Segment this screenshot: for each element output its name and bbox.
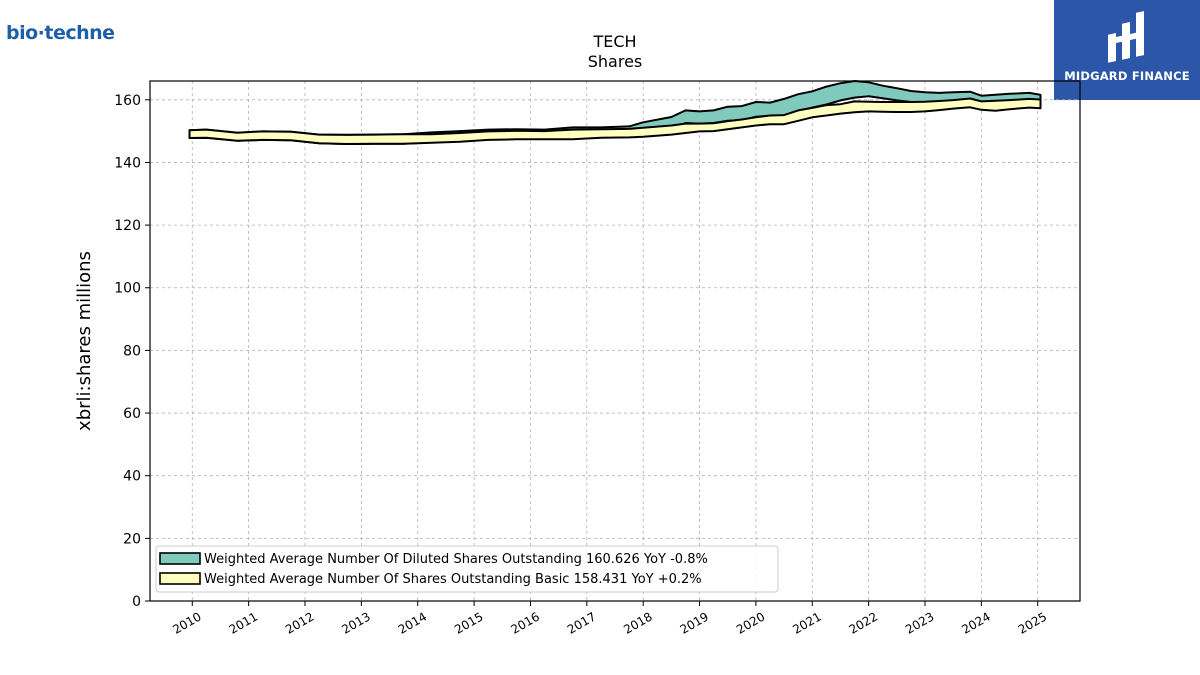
x-tick-label: 2010 <box>170 609 203 636</box>
legend-swatch-1 <box>159 552 201 565</box>
legend-swatch-2 <box>159 572 201 585</box>
y-tick-label: 120 <box>114 218 141 234</box>
y-tick-label: 60 <box>123 406 141 422</box>
y-tick-label: 20 <box>123 531 141 547</box>
x-tick-label: 2024 <box>959 609 992 636</box>
midgard-finance-mark-icon <box>1108 11 1144 63</box>
series-layer <box>188 80 1042 145</box>
x-tick-label: 2018 <box>621 609 654 636</box>
y-tick-label: 40 <box>123 469 141 485</box>
y-tick-label: 100 <box>114 281 141 297</box>
x-tick-label: 2016 <box>509 609 542 636</box>
legend-box <box>155 545 779 593</box>
x-tick-label: 2012 <box>283 609 316 636</box>
bio-techne-logo: bio·techne <box>6 22 115 44</box>
y-axis-label: xbrli:shares millions <box>74 251 95 431</box>
x-tick-label: 2017 <box>565 609 598 636</box>
series-band-2 <box>188 97 1042 145</box>
x-tick-label: 2025 <box>1016 609 1049 636</box>
legend-label-2: Weighted Average Number Of Shares Outsta… <box>204 572 702 587</box>
y-tick-label: 80 <box>123 343 141 359</box>
chart-subtitle: Shares <box>588 52 643 71</box>
x-tick-label: 2020 <box>734 609 767 636</box>
x-tick-label: 2022 <box>847 609 880 636</box>
midgard-finance-logo: MIDGARD FINANCE <box>1054 0 1200 100</box>
x-tick-label: 2023 <box>903 609 936 636</box>
y-tick-label: 0 <box>132 594 141 610</box>
grid-layer <box>150 81 1080 602</box>
x-tick-label: 2019 <box>678 609 711 636</box>
midgard-finance-wordmark: MIDGARD FINANCE <box>1064 69 1190 83</box>
y-tick-label: 140 <box>114 155 141 171</box>
plot-frame <box>149 80 1081 602</box>
x-tick-label: 2011 <box>227 609 260 636</box>
legend-label-1: Weighted Average Number Of Diluted Share… <box>204 552 708 567</box>
legend: Weighted Average Number Of Diluted Share… <box>155 545 779 593</box>
x-tick-label: 2014 <box>396 609 429 636</box>
y-tick-label: 160 <box>114 93 141 109</box>
chart-title: TECH <box>592 32 636 51</box>
x-tick-label: 2013 <box>339 609 372 636</box>
x-tick-label: 2015 <box>452 609 485 636</box>
x-tick-label: 2021 <box>790 609 823 636</box>
